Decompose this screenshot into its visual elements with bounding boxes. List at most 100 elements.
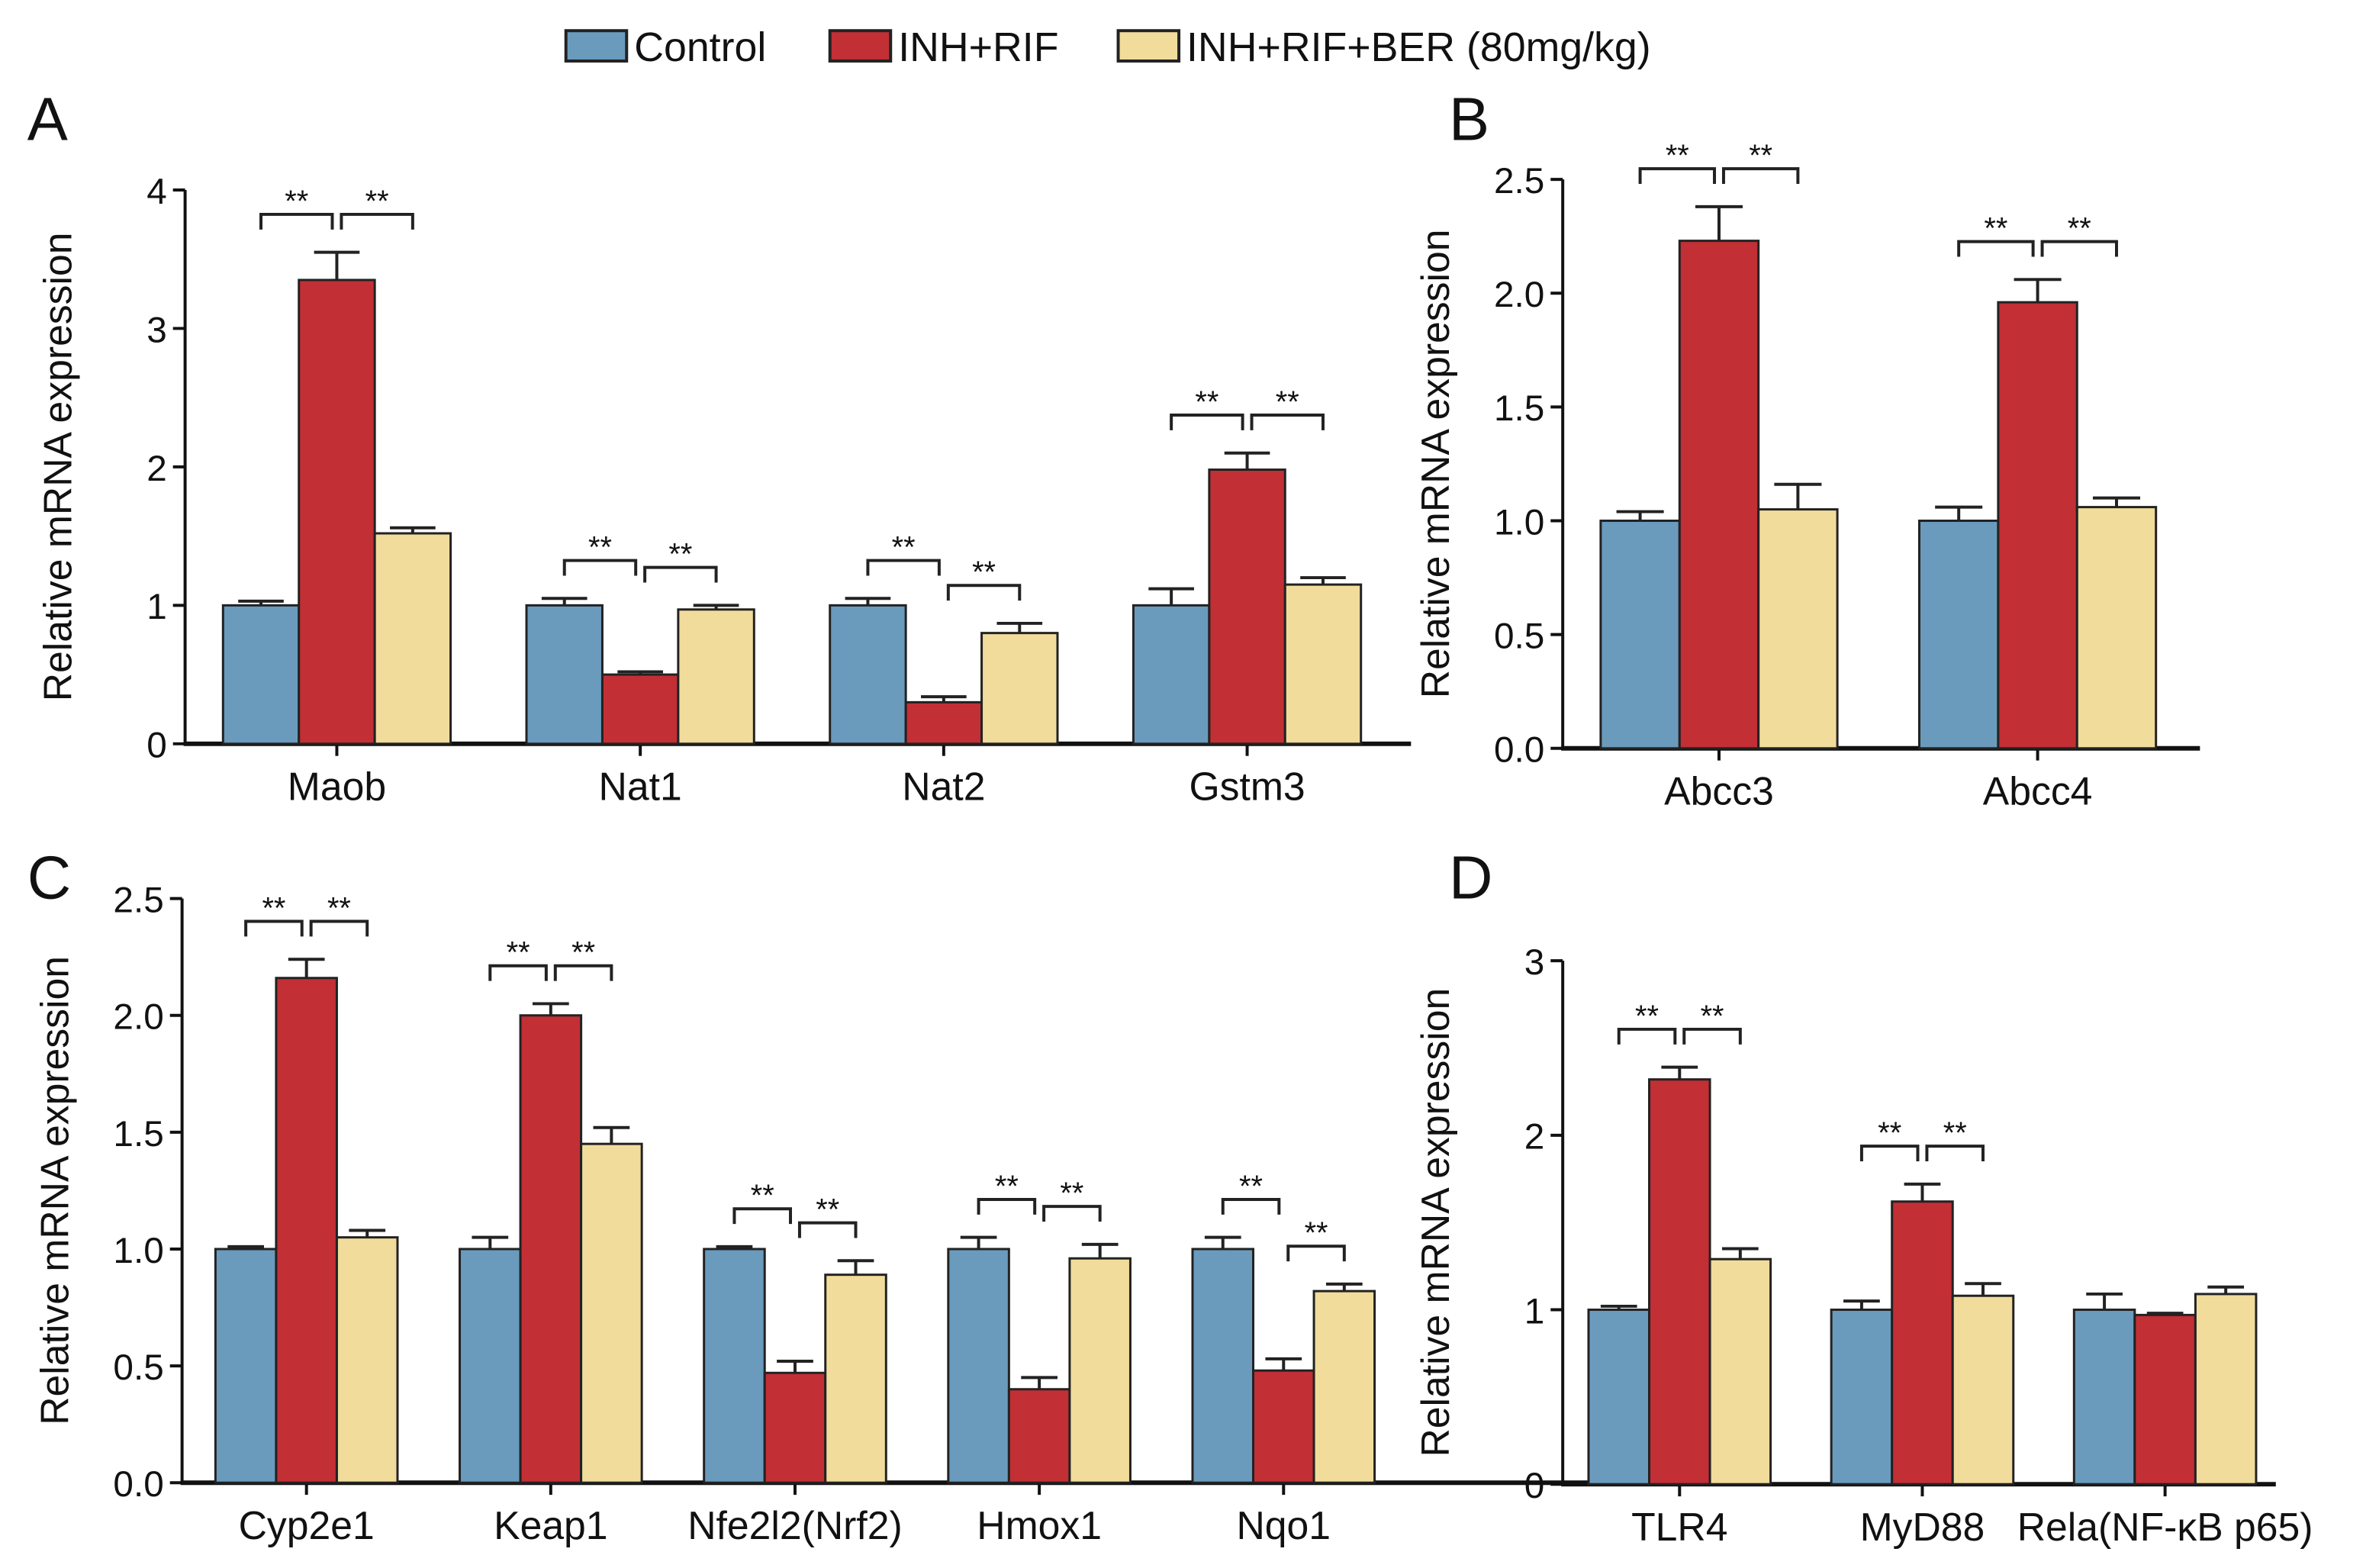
x-tick-label: Abcc3 — [1664, 768, 1774, 813]
bar-inh-rif-ber-80mg-kg- — [580, 1142, 643, 1484]
y-tick-label: 0.0 — [1494, 730, 1544, 771]
legend-swatch — [828, 29, 893, 63]
bar-control — [947, 1248, 1010, 1484]
significance-marker: ** — [1195, 385, 1218, 419]
panel-label: B — [1449, 85, 1489, 153]
panel-c: C Relative mRNA expression 0.0 0.5 1.0 1.5 2.0… — [27, 844, 1669, 1547]
bar-inh-rif-ber-80mg-kg- — [2194, 1293, 2258, 1486]
bar-inh-rif-ber-80mg-kg- — [1708, 1257, 1772, 1486]
bar-control — [459, 1248, 522, 1484]
y-tick-label: 3 — [1524, 942, 1545, 983]
panel-a: A Relative mRNA expression 0 1 2 3 4 Maob ** ** Na… — [27, 85, 1412, 808]
bar-control — [1917, 520, 2000, 750]
bar-inh-rif — [904, 700, 983, 745]
bar-control — [1599, 520, 1681, 750]
bar-control — [829, 604, 907, 745]
significance-marker: ** — [995, 1170, 1019, 1203]
bar-inh-rif-ber-80mg-kg- — [2075, 506, 2158, 750]
significance-bracket — [1042, 1205, 1102, 1222]
y-axis-label: Relative mRNA expression — [35, 233, 79, 702]
y-tick-label: 2.5 — [1494, 161, 1544, 201]
significance-bracket — [309, 919, 369, 937]
y-tick-label: 2 — [1524, 1117, 1545, 1157]
bar-inh-rif-ber-80mg-kg- — [1283, 583, 1363, 745]
x-tick-label: Maob — [288, 764, 386, 808]
significance-bracket — [1957, 240, 2035, 257]
bar-inh-rif — [1678, 240, 1760, 750]
bar-inh-rif-ber-80mg-kg- — [335, 1236, 399, 1484]
y-tick-label: 4 — [146, 172, 167, 212]
y-tick-label: 1.5 — [1494, 388, 1544, 429]
bar-inh-rif — [600, 673, 680, 745]
x-tick-label: Keap1 — [494, 1503, 607, 1547]
y-tick-label: 0 — [146, 726, 167, 766]
y-axis-label: Relative mRNA expression — [32, 956, 76, 1425]
x-tick-label: Cyp2e1 — [239, 1503, 375, 1547]
significance-marker: ** — [507, 936, 530, 970]
significance-marker: ** — [1749, 139, 1772, 172]
legend-label: Control — [634, 24, 766, 70]
bar-inh-rif — [1208, 468, 1286, 745]
x-tick-label: Nqo1 — [1236, 1503, 1331, 1547]
panel-label: D — [1449, 844, 1492, 912]
significance-marker: ** — [1239, 1170, 1263, 1203]
legend-label: INH+RIF+BER (80mg/kg) — [1186, 24, 1651, 70]
significance-bracket — [1286, 1244, 1346, 1262]
significance-marker: ** — [1701, 1000, 1724, 1033]
significance-bracket — [259, 212, 334, 230]
significance-bracket — [1250, 414, 1325, 430]
significance-bracket — [643, 565, 718, 583]
bar-inh-rif — [1891, 1200, 1954, 1486]
bar-inh-rif — [1648, 1078, 1711, 1486]
significance-marker: ** — [1305, 1216, 1328, 1250]
bar-inh-rif — [763, 1371, 827, 1484]
significance-bracket — [797, 1221, 858, 1238]
x-tick-label: Nfe2l2(Nrf2) — [687, 1503, 902, 1547]
x-tick-label: Nat1 — [599, 764, 682, 808]
significance-marker: ** — [327, 892, 351, 926]
y-tick-label: 0.0 — [113, 1464, 163, 1505]
bar-inh-rif — [1997, 301, 2078, 750]
legend-label: INH+RIF — [898, 24, 1058, 70]
x-tick-label: Nat2 — [902, 764, 985, 808]
significance-bracket — [1221, 1197, 1281, 1215]
significance-bracket — [866, 559, 941, 576]
bar-control — [1191, 1248, 1255, 1484]
significance-marker: ** — [571, 936, 595, 970]
significance-marker: ** — [1635, 1000, 1659, 1033]
significance-bracket — [1682, 1027, 1742, 1045]
y-tick-label: 2.0 — [113, 997, 163, 1038]
significance-bracket — [553, 964, 613, 981]
y-tick-label: 2 — [146, 449, 167, 489]
x-tick-label: Gstm3 — [1189, 764, 1305, 808]
significance-marker: ** — [1276, 385, 1299, 419]
y-tick-label: 1.5 — [113, 1114, 163, 1154]
significance-marker: ** — [1984, 212, 2007, 246]
bar-inh-rif-ber-80mg-kg- — [1068, 1257, 1132, 1484]
significance-bracket — [977, 1197, 1037, 1215]
bar-inh-rif — [1252, 1369, 1315, 1484]
significance-bracket — [1170, 414, 1244, 430]
x-tick-label: Hmox1 — [977, 1503, 1102, 1547]
significance-bracket — [732, 1207, 793, 1225]
bar-control — [1132, 604, 1211, 745]
panel-b: B Relative mRNA expression 0.0 0.5 1.0 1.5 2.0… — [1413, 85, 2200, 813]
x-tick-label: Rela(NF-κB p65) — [2017, 1505, 2313, 1549]
bar-inh-rif — [519, 1014, 583, 1484]
significance-marker: ** — [1666, 139, 1689, 172]
bar-control — [2072, 1309, 2136, 1486]
significance-marker: ** — [816, 1193, 839, 1227]
bar-control — [1587, 1309, 1651, 1486]
y-axis-label: Relative mRNA expression — [1413, 988, 1457, 1457]
bar-inh-rif-ber-80mg-kg- — [677, 608, 755, 745]
significance-marker: ** — [1878, 1116, 1901, 1150]
bar-inh-rif-ber-80mg-kg- — [373, 532, 452, 745]
significance-bracket — [488, 964, 548, 981]
bar-inh-rif-ber-80mg-kg- — [1757, 508, 1839, 750]
y-tick-label: 1 — [1524, 1291, 1545, 1331]
bar-control — [703, 1248, 766, 1484]
significance-bracket — [1638, 167, 1717, 185]
significance-bracket — [340, 212, 414, 230]
significance-bracket — [1617, 1027, 1677, 1045]
